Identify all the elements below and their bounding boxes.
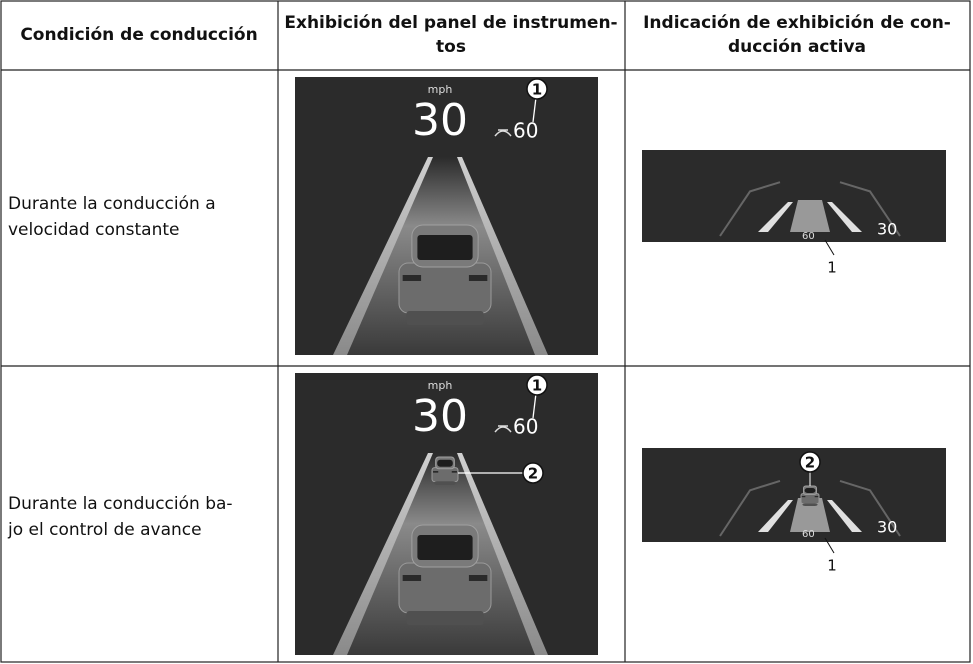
- car-light: [402, 575, 422, 581]
- hud-arc: [839, 479, 901, 537]
- current-speed: 30: [412, 95, 468, 146]
- set-speed: 60: [513, 415, 538, 439]
- car-light: [402, 275, 422, 281]
- header-text: Condición de conducción: [20, 25, 257, 45]
- callout-leader: [824, 537, 835, 554]
- hud-road: [790, 498, 830, 532]
- hud-lane: [758, 500, 793, 532]
- callout-number: 2: [805, 454, 815, 472]
- hud-lane: [827, 500, 862, 532]
- car-body: [398, 562, 492, 614]
- hud-arc: [719, 181, 781, 237]
- car-body: [398, 262, 492, 314]
- car-window: [437, 459, 453, 467]
- callout-label: 1: [827, 557, 837, 575]
- condition-text: jo el control de avance: [7, 520, 202, 540]
- hud-set-speed: 60: [802, 529, 815, 540]
- callout-circle: [526, 78, 548, 100]
- speed-unit: mph: [428, 83, 453, 96]
- hud-speed: 30: [877, 220, 897, 239]
- car-window: [804, 488, 816, 493]
- cruise-icon: [494, 129, 512, 137]
- hud-road: [790, 200, 830, 232]
- car-bumper: [406, 611, 484, 625]
- callout-number: 2: [528, 465, 538, 483]
- hud-arc: [839, 181, 901, 237]
- car-light: [433, 471, 439, 473]
- car-light: [801, 496, 806, 498]
- callout-circle: [799, 451, 821, 473]
- condition-text: Durante la conducción ba-: [8, 494, 233, 514]
- header-text: Indicación de exhibición de con-: [643, 13, 951, 33]
- car-bumper: [434, 481, 456, 485]
- condition-text: Durante la conducción a: [8, 194, 216, 214]
- hud-lane: [758, 202, 793, 232]
- callout-leader: [824, 239, 835, 256]
- car-body: [431, 467, 459, 483]
- set-speed: 60: [513, 119, 538, 143]
- lane-line: [333, 453, 433, 655]
- car-window: [417, 535, 473, 560]
- car-light: [814, 496, 819, 498]
- speed-unit: mph: [428, 379, 453, 392]
- car-body: [800, 493, 820, 505]
- callout-circle: [522, 462, 544, 484]
- car-window: [417, 235, 473, 260]
- condition-text: velocidad constante: [8, 220, 179, 240]
- hud-arc: [719, 479, 781, 537]
- lane-line: [457, 157, 548, 355]
- header-text: tos: [436, 37, 466, 57]
- hud-lane: [827, 202, 862, 232]
- hud-set-speed: 60: [802, 231, 815, 242]
- lane-line: [333, 157, 433, 355]
- car-light: [451, 471, 457, 473]
- car-light: [468, 275, 488, 281]
- car-bumper: [406, 311, 484, 325]
- header-text: Exhibición del panel de instrumen-: [284, 13, 617, 33]
- callout-number: 1: [532, 81, 542, 99]
- lane-line: [457, 453, 548, 655]
- car-bumper: [802, 503, 818, 506]
- callout-circle: [526, 374, 548, 396]
- cruise-icon: [494, 425, 512, 433]
- current-speed: 30: [412, 391, 468, 442]
- header-text: ducción activa: [728, 37, 866, 57]
- callout-number: 1: [532, 377, 542, 395]
- head-up-display-image: 30 60 1: [642, 150, 946, 277]
- head-up-display-image: 30 60 1 2: [642, 448, 946, 575]
- car-light: [468, 575, 488, 581]
- callout-label: 1: [827, 259, 837, 277]
- hud-speed: 30: [877, 518, 897, 537]
